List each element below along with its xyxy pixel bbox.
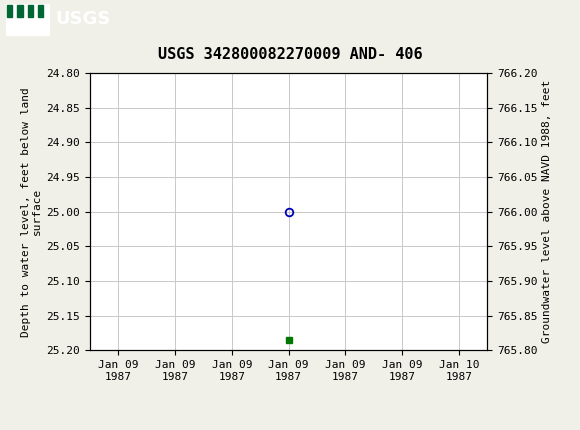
Bar bbox=[6, 4, 49, 35]
Polygon shape bbox=[7, 5, 12, 17]
Polygon shape bbox=[38, 21, 44, 34]
Polygon shape bbox=[28, 21, 33, 34]
Polygon shape bbox=[17, 5, 23, 17]
Y-axis label: Groundwater level above NAVD 1988, feet: Groundwater level above NAVD 1988, feet bbox=[542, 80, 552, 344]
Polygon shape bbox=[7, 21, 12, 34]
Polygon shape bbox=[28, 5, 33, 17]
Polygon shape bbox=[38, 5, 44, 17]
FancyBboxPatch shape bbox=[7, 5, 48, 34]
Text: USGS 342800082270009 AND- 406: USGS 342800082270009 AND- 406 bbox=[158, 47, 422, 62]
Polygon shape bbox=[8, 6, 41, 33]
Text: USGS: USGS bbox=[55, 9, 110, 28]
Polygon shape bbox=[17, 21, 23, 34]
Y-axis label: Depth to water level, feet below land
surface: Depth to water level, feet below land su… bbox=[21, 87, 42, 337]
